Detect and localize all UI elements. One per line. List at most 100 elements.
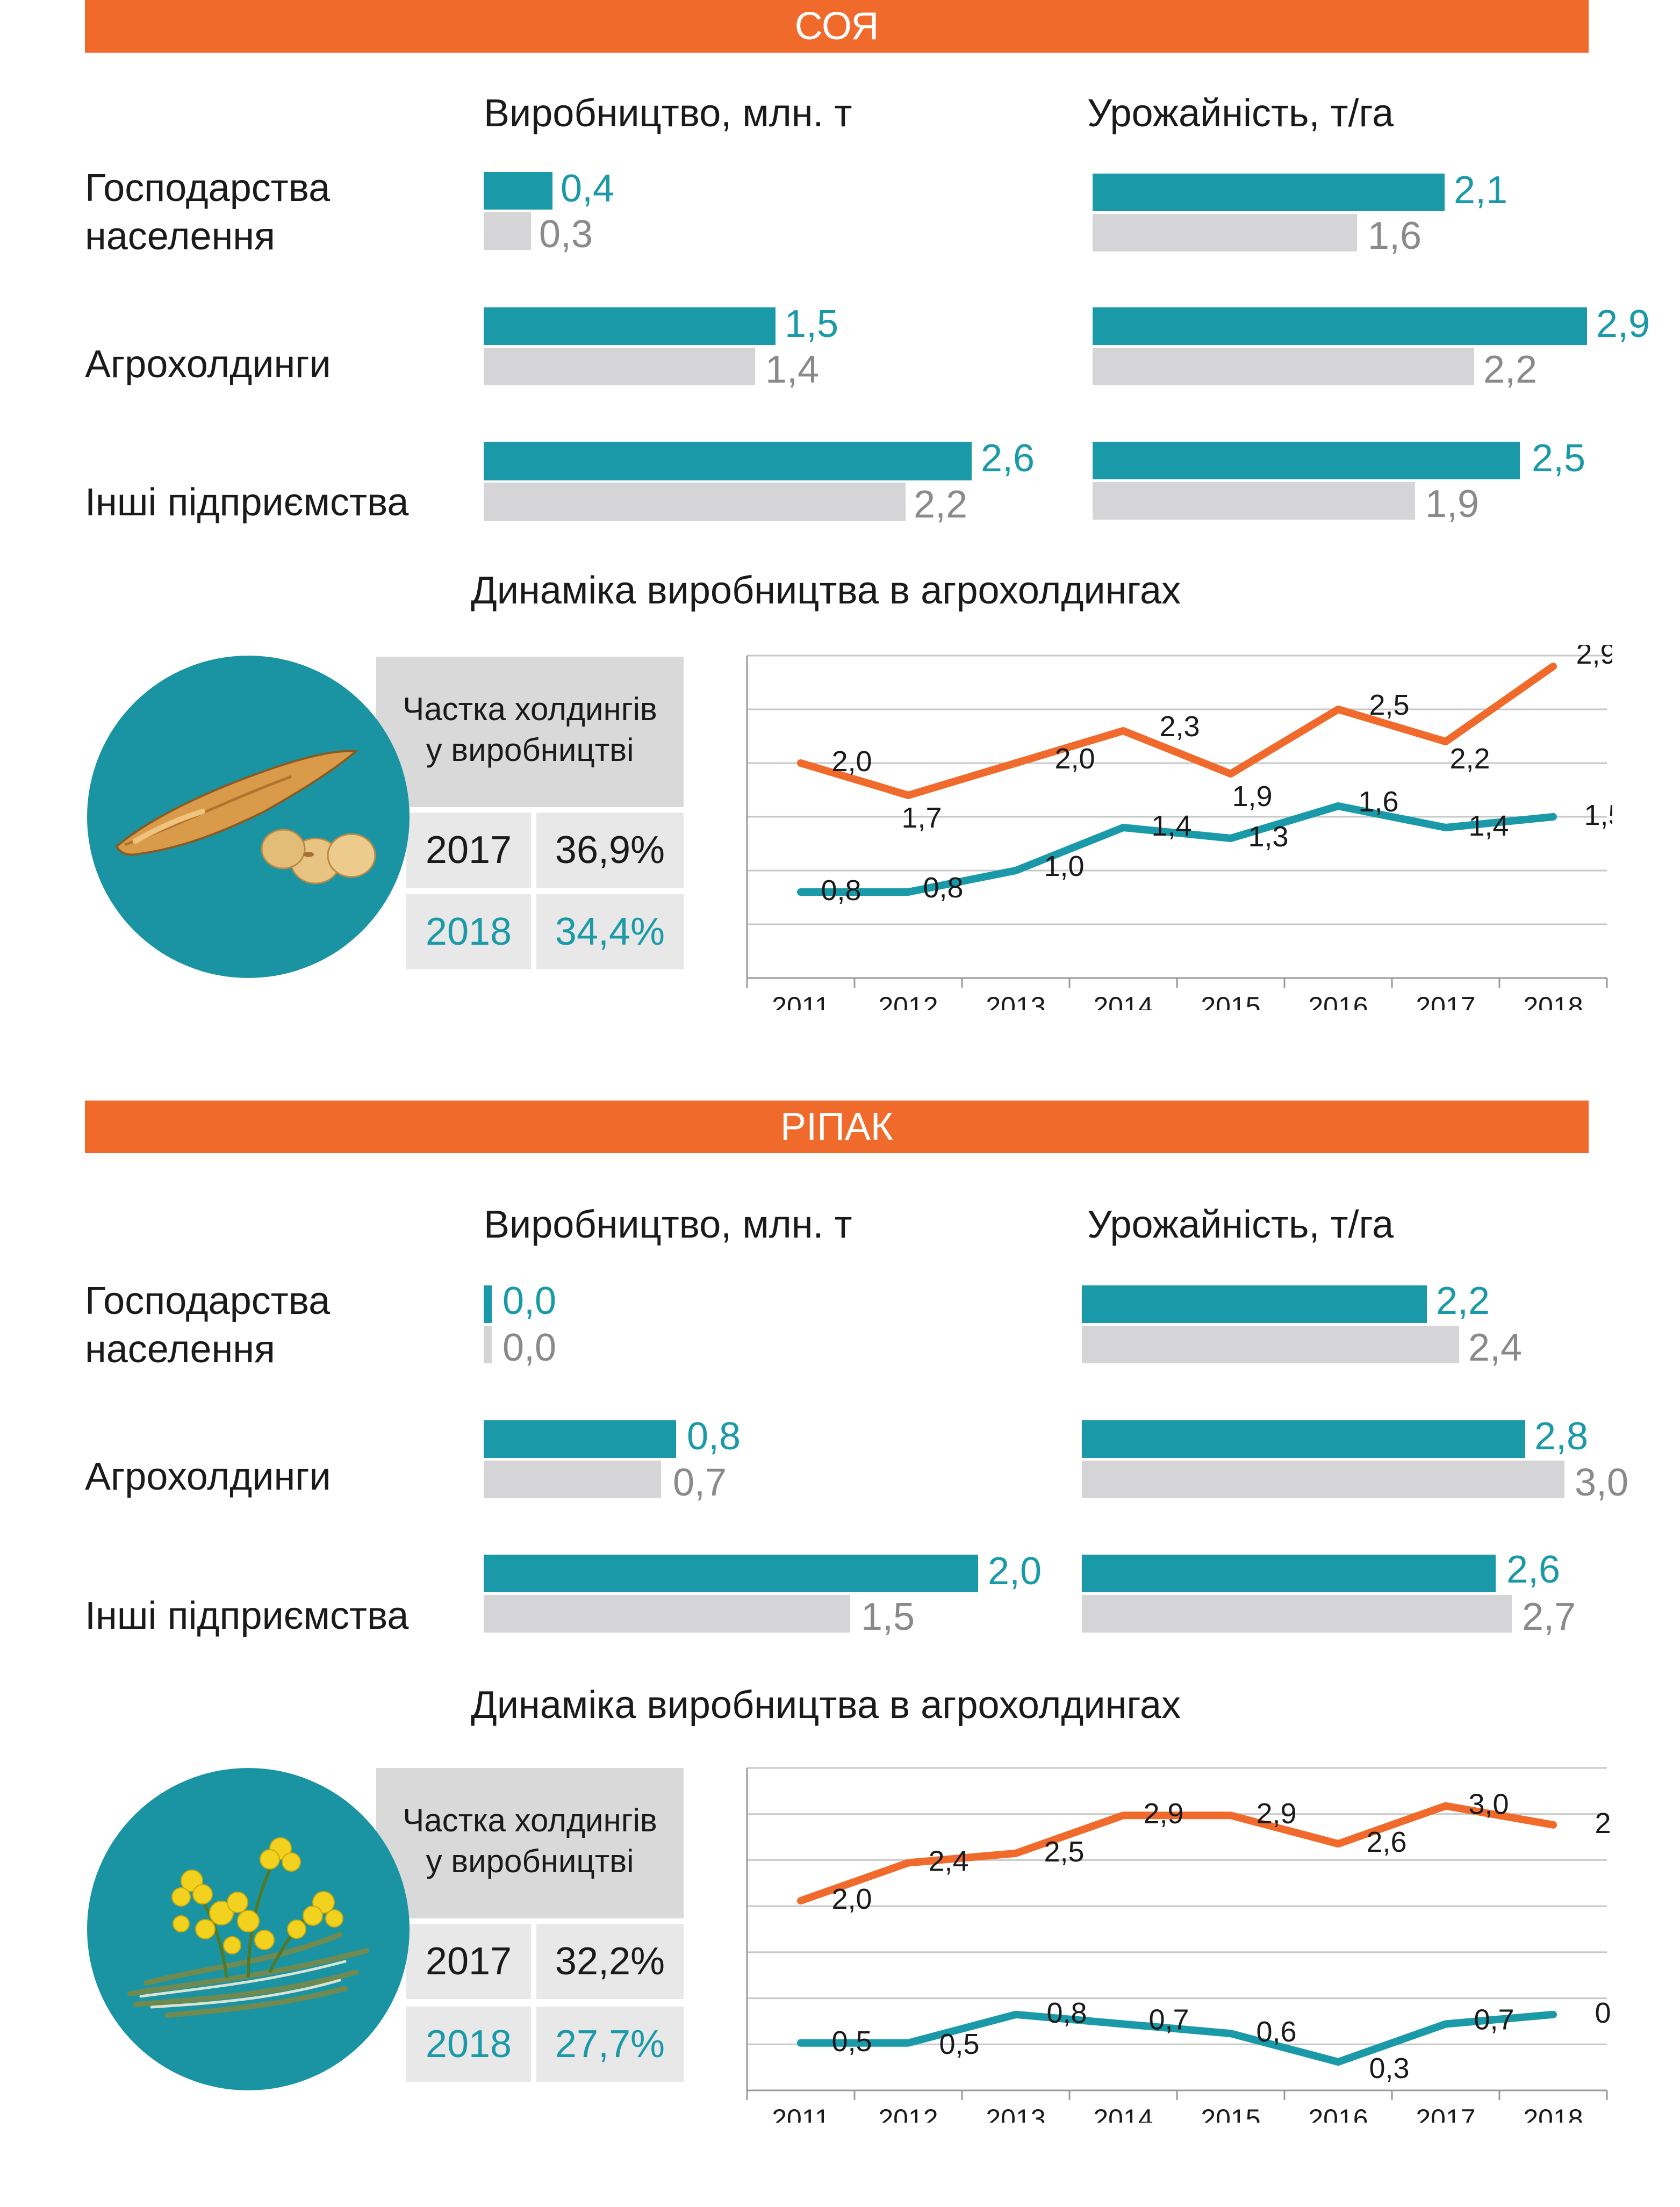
x-tick-label: 2012: [878, 2104, 938, 2123]
data-label: 2,5: [1044, 1836, 1084, 1868]
data-label: 2,0: [831, 745, 872, 778]
data-point: [1123, 730, 1124, 731]
value-label: 1,5: [861, 1595, 915, 1638]
data-point: [1445, 741, 1446, 742]
bar-yield-2017: [1093, 348, 1474, 385]
data-label: 2,2: [1449, 743, 1490, 775]
data-label: 1,7: [901, 802, 942, 834]
data-label: 1,5: [1584, 799, 1612, 831]
data-label: 0,8: [923, 872, 963, 904]
data-point: [908, 2042, 909, 2044]
data-point: [800, 1900, 801, 1902]
bar-production-2018: [484, 442, 972, 480]
x-tick-label: 2011: [772, 991, 830, 1010]
data-point: [1445, 2023, 1446, 2025]
value-label: 2,9: [1596, 303, 1650, 346]
data-point: [908, 795, 909, 796]
data-label: 1,9: [1232, 780, 1272, 813]
bar-production-2017: [484, 212, 531, 250]
bar-yield-2018: [1082, 1555, 1496, 1592]
data-point: [1230, 773, 1231, 774]
bar-yield-2017: [1082, 1461, 1564, 1498]
value-label: 1,9: [1425, 483, 1480, 526]
share-title-line2: у виробництві: [426, 1843, 634, 1879]
x-tick-label: 2017: [1416, 991, 1475, 1010]
line-chart-soy: 2011 2012 2013 2014 2015 2016 2017 2018 2,0 1,7 2,…: [746, 645, 1612, 1010]
bar-production-2017: [484, 483, 906, 521]
share-year-2018: 2018: [406, 2007, 531, 2082]
series-line: [797, 2010, 1557, 2066]
value-label: 3,0: [1575, 1461, 1629, 1504]
bar-production-2017: [484, 1461, 661, 1498]
bar-yield-2017: [1093, 482, 1415, 520]
value-label: 2,8: [1534, 1415, 1589, 1458]
rapeseed-flower-icon: [127, 1837, 369, 2018]
bar-production-2017: [484, 1595, 850, 1633]
row-label-agroholdings: Агрохолдинги: [85, 343, 331, 386]
yield-header: Урожайність, т/га: [1087, 92, 1394, 135]
data-point: [1230, 1815, 1231, 1816]
share-title-line1: Частка холдингів: [403, 1802, 657, 1838]
x-tick-label: 2011: [772, 2104, 830, 2123]
data-point: [1015, 1852, 1016, 1854]
data-point: [1553, 2014, 1554, 2015]
data-point: [1015, 870, 1016, 871]
value-label: 2,6: [1506, 1548, 1561, 1591]
x-tick-label: 2017: [1416, 2104, 1475, 2123]
share-value-2018: 34,4%: [536, 894, 684, 969]
x-tick-label: 2018: [1523, 2104, 1583, 2123]
data-label: 0,8: [1046, 1997, 1087, 2029]
bar-production-2018: [484, 1420, 676, 1458]
bar-yield-2017: [1082, 1326, 1459, 1363]
value-label: 1,5: [785, 303, 839, 346]
rapeseed-circle: [87, 1768, 410, 2090]
bar-yield-2018: [1093, 174, 1445, 211]
data-point: [1015, 2014, 1016, 2015]
data-label: 2,9: [1256, 1798, 1296, 1830]
series-line: [797, 1802, 1557, 1905]
data-point: [1123, 827, 1124, 828]
data-label: 2,8: [1595, 1807, 1612, 1839]
data-label: 0,8: [1595, 1997, 1612, 2029]
value-label: 0,0: [502, 1279, 557, 1322]
section-banner-rapeseed: РІПАК: [85, 1101, 1589, 1153]
bar-production-2018: [484, 307, 776, 345]
x-tick-label: 2015: [1201, 991, 1260, 1010]
line-chart-rapeseed: 2011 2012 2013 2014 2015 2016 2017 2018 2,0 2,4 2,…: [746, 1767, 1612, 2123]
bar-yield-2017: [1093, 214, 1357, 251]
data-point: [800, 2042, 801, 2044]
data-point: [1445, 827, 1446, 828]
yield-header: Урожайність, т/га: [1087, 1203, 1394, 1246]
bar-yield-2018: [1082, 1420, 1525, 1458]
share-value-2017: 36,9%: [536, 813, 684, 888]
data-point: [1445, 1805, 1446, 1807]
data-label: 2,0: [1054, 743, 1095, 775]
bar-production-2018: [484, 1285, 492, 1323]
data-point: [1553, 666, 1554, 667]
x-tick-label: 2014: [1093, 991, 1153, 1010]
data-label: 2,5: [1369, 689, 1409, 721]
data-point: [1338, 806, 1339, 807]
share-title-line2: у виробництві: [426, 732, 634, 768]
x-tick-label: 2016: [1308, 991, 1368, 1010]
value-label: 0,0: [502, 1326, 557, 1369]
share-year-2018: 2018: [406, 894, 531, 969]
x-tick-label: 2013: [986, 991, 1045, 1010]
data-label: 2,6: [1366, 1826, 1406, 1858]
value-label: 2,6: [981, 437, 1035, 480]
production-header: Виробництво, млн. т: [484, 1203, 852, 1246]
data-label: 1,0: [1044, 850, 1084, 882]
data-label: 2,9: [1576, 645, 1612, 670]
value-label: 0,3: [539, 213, 593, 256]
data-label: 2,0: [831, 1883, 872, 1915]
bar-production-2018: [484, 172, 552, 210]
value-label: 2,2: [914, 483, 968, 526]
value-label: 0,7: [673, 1461, 727, 1504]
data-point: [1123, 2023, 1124, 2025]
value-label: 2,7: [1522, 1595, 1576, 1638]
bar-yield-2018: [1093, 307, 1587, 345]
series-line: [797, 663, 1557, 799]
bar-yield-2018: [1082, 1285, 1427, 1323]
series-line: [797, 802, 1557, 896]
value-label: 0,8: [687, 1415, 741, 1458]
